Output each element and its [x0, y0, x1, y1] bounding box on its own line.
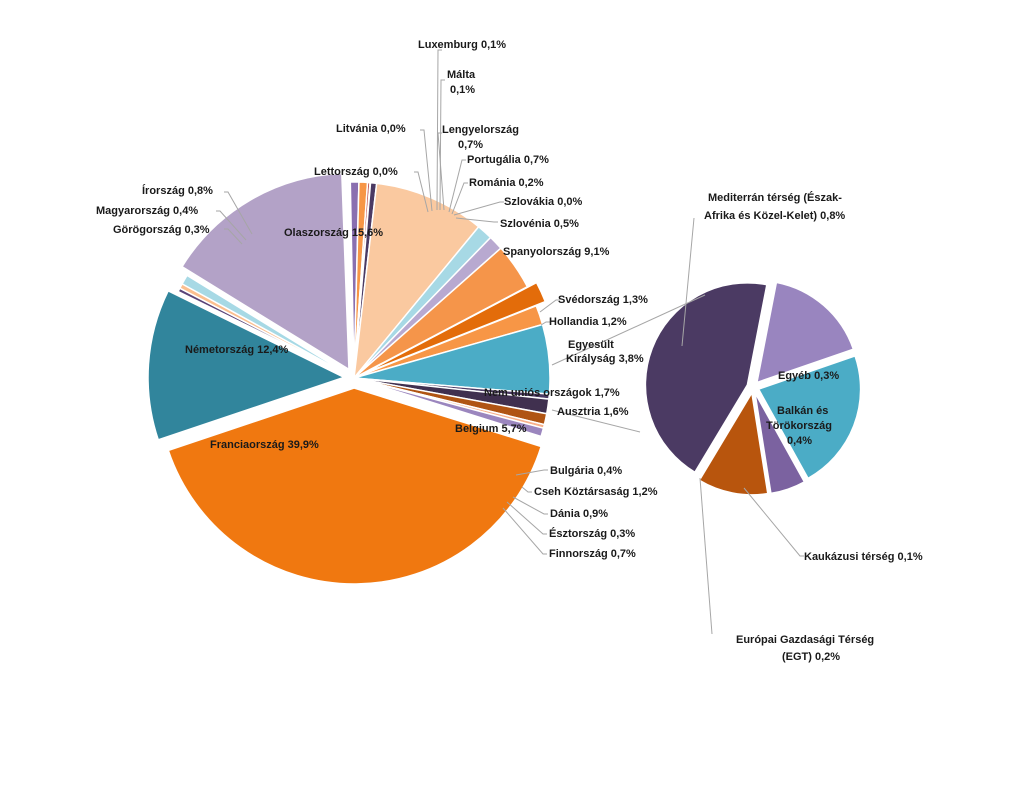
label-balkan-line2: Törökország — [766, 420, 832, 432]
label-dania: Dánia 0,9% — [550, 508, 608, 520]
label-nemetorszag: Németország 12,4% — [185, 344, 289, 356]
label-olaszorszag: Olaszország 15,6% — [284, 227, 383, 239]
label-bulgaria: Bulgária 0,4% — [550, 465, 622, 477]
leader-irorszag — [224, 191, 253, 235]
label-portugalia: Portugália 0,7% — [467, 154, 549, 166]
label-cseh: Cseh Köztársaság 1,2% — [534, 486, 658, 498]
secondary-slice-egyeb-0-3 — [755, 281, 855, 384]
main-slice-nemetorszag-12-4 — [147, 289, 346, 441]
label-finnorszag: Finnország 0,7% — [549, 548, 636, 560]
leader-szlovakia — [453, 201, 504, 216]
label-lettorszag: Lettország 0,0% — [314, 166, 398, 178]
label-malta-line2: 0,1% — [450, 84, 475, 96]
leader-luxemburg — [436, 49, 442, 211]
label-balkan-line3: 0,4% — [787, 435, 812, 447]
label-ausztria: Ausztria 1,6% — [557, 406, 629, 418]
secondary-slice-balkan-es-torokorszag-0-4 — [757, 354, 862, 480]
leader-lines — [216, 49, 804, 635]
label-romania: Románia 0,2% — [469, 177, 544, 189]
label-malta-line1: Málta — [447, 69, 476, 81]
main-slice-irorszag-0-8 — [181, 274, 355, 379]
leader-mediterran — [681, 217, 695, 347]
pie-connector-top — [551, 294, 706, 366]
label-egt-line1: Európai Gazdasági Térség — [736, 634, 874, 646]
label-nem-unios: Nem uniós országok 1,7% — [484, 387, 620, 399]
label-egyesult-line2: Királyság 3,8% — [566, 353, 644, 365]
label-egt-line2: (EGT) 0,2% — [782, 651, 840, 663]
leader-lettorszag — [414, 171, 429, 213]
label-franciaorszag: Franciaország 39,9% — [210, 439, 319, 451]
label-spanyolorszag: Spanyolország 9,1% — [503, 246, 610, 258]
label-luxemburg: Luxemburg 0,1% — [418, 39, 506, 51]
leader-dania — [512, 496, 548, 515]
label-irorszag: Írország 0,8% — [142, 184, 213, 197]
label-lengyelorszag-line2: 0,7% — [458, 139, 483, 151]
label-belgium: Belgium 5,7% — [455, 423, 527, 435]
label-svedorszag: Svédország 1,3% — [558, 294, 648, 306]
leader-portugalia — [448, 159, 466, 213]
main-slice-finnorszag-0-7 — [353, 377, 545, 438]
leader-lengyelorszag — [437, 132, 445, 211]
label-hollandia: Hollandia 1,2% — [549, 316, 627, 328]
leader-svedorszag — [539, 299, 560, 313]
label-mediterran-line2: Afrika és Közel-Kelet) 0,8% — [704, 210, 845, 222]
label-lengyelorszag-line1: Lengyelország — [442, 124, 519, 136]
label-magyarorszag: Magyarország 0,4% — [96, 205, 198, 217]
leader-kaukazusi — [743, 487, 804, 557]
leader-hollandia — [540, 321, 550, 326]
leader-finnorszag — [502, 507, 547, 555]
leader-litvania — [420, 129, 433, 212]
secondary-slice-kaukazusi-terseg-0-1 — [754, 392, 806, 495]
main-slice-litvania-0-0 — [346, 181, 355, 379]
leader-esztorszag — [506, 501, 547, 535]
data-labels: Luxemburg 0,1% Málta 0,1% Lengyelország … — [96, 39, 923, 663]
leader-egt — [699, 477, 713, 635]
label-esztorszag: Észtország 0,3% — [549, 527, 635, 540]
leader-cseh — [521, 486, 532, 493]
label-gorogorszag: Görögország 0,3% — [113, 224, 210, 236]
label-egyeb: Egyéb 0,3% — [778, 370, 839, 382]
main-pie — [147, 172, 551, 585]
main-slice-olaszorszag-15-6 — [180, 172, 350, 371]
leader-gorogorszag — [224, 228, 243, 245]
pie-connector-bottom — [551, 409, 641, 433]
label-kaukazusi: Kaukázusi térség 0,1% — [804, 551, 923, 563]
label-litvania: Litvánia 0,0% — [336, 123, 406, 135]
label-egyesult-line1: Egyesült — [568, 339, 614, 351]
leader-szlovenia — [455, 217, 498, 223]
main-slice-nem-unios-orszagok-1-7 — [362, 281, 547, 375]
leader-magyarorszag — [216, 210, 247, 241]
leader-romania — [451, 182, 468, 215]
label-mediterran-line1: Mediterrán térség (Észak- — [708, 191, 842, 204]
label-balkan-line1: Balkán és — [777, 405, 828, 417]
secondary-pie — [644, 281, 862, 496]
label-szlovenia: Szlovénia 0,5% — [500, 218, 579, 230]
secondary-slice-mediterran-terseg-eszak-afrika-es-kozel-kelet-0-8 — [644, 282, 768, 474]
label-szlovakia: Szlovákia 0,0% — [504, 196, 582, 208]
leader-bulgaria — [515, 469, 548, 476]
